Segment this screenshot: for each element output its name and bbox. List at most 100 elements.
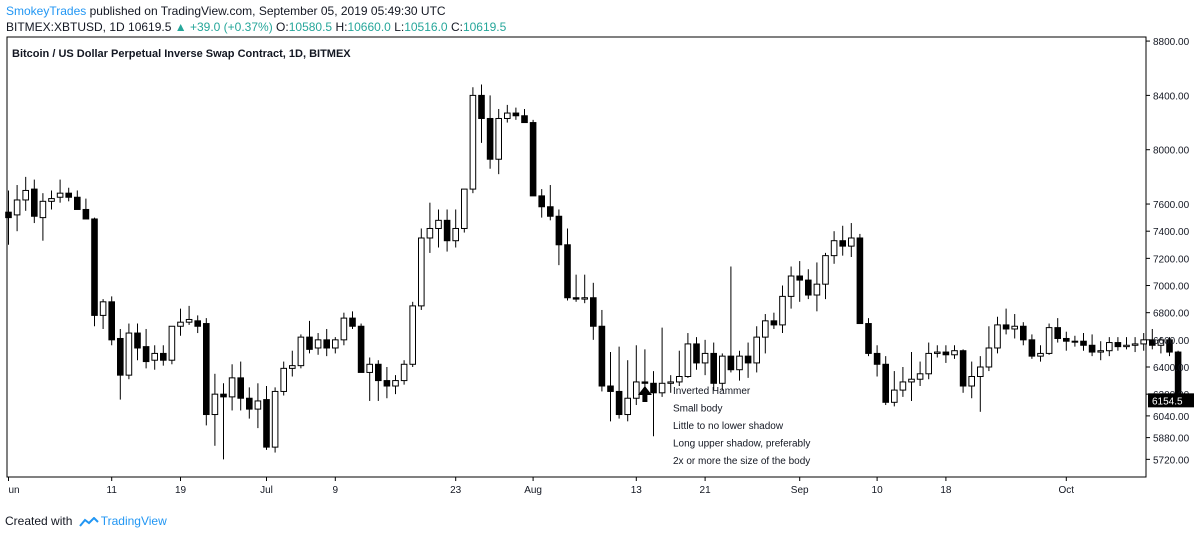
plot-border <box>6 36 1147 478</box>
candle-body <box>1011 325 1019 330</box>
candle-body <box>641 381 649 384</box>
candle-body <box>710 352 718 384</box>
time-tick-label: un <box>9 485 20 496</box>
candle-body <box>56 192 64 198</box>
candle-body <box>1114 342 1122 348</box>
candle-body <box>39 200 47 219</box>
candle-body <box>796 275 804 281</box>
time-tick-label: 10 <box>872 485 884 496</box>
price-tick-label: 7200.00 <box>1153 254 1190 265</box>
candle-body <box>977 366 984 378</box>
candle-body <box>607 385 614 392</box>
candle-body <box>590 297 597 327</box>
candle-body <box>873 352 881 365</box>
candle-body <box>22 189 29 201</box>
candle-body <box>409 305 416 365</box>
annotation-line: Inverted Hammer <box>673 386 751 397</box>
candle-body <box>684 343 692 378</box>
candle-body <box>74 196 81 210</box>
candle-body <box>289 365 296 369</box>
candle-body <box>968 376 976 387</box>
open-label: O: <box>276 20 289 34</box>
candle-body <box>624 397 632 416</box>
candle-body <box>254 400 262 410</box>
created-with-text: Created with <box>5 514 73 528</box>
candle-body <box>1157 339 1165 346</box>
price-tick-label: 8800.00 <box>1153 37 1190 48</box>
candle-body <box>332 339 339 349</box>
open-value: 10580.5 <box>288 20 333 34</box>
symbol-label: BITMEX:XBTUSD, 1D <box>6 20 125 34</box>
price-tick-label: 6040.00 <box>1153 412 1190 423</box>
candle-body <box>65 192 73 198</box>
price-tick-label: 7600.00 <box>1153 200 1190 211</box>
candle-body <box>125 332 133 376</box>
annotation-group: Inverted Hammer Small body Little to no lo… <box>637 386 810 467</box>
candle-body <box>529 122 537 197</box>
candle-body <box>185 318 193 323</box>
candle-body <box>99 301 107 316</box>
candle-body <box>658 382 666 394</box>
candle-body <box>538 195 546 208</box>
candle-body <box>770 320 778 326</box>
candle-body <box>443 219 451 242</box>
candle-body <box>426 227 434 239</box>
candle-body <box>951 350 958 356</box>
candle-body <box>822 255 829 285</box>
candle-body <box>82 208 90 220</box>
candle-body <box>581 297 589 300</box>
author-link[interactable]: SmokeyTrades <box>6 4 87 18</box>
candle-body <box>598 325 606 387</box>
time-tick-label: 18 <box>940 485 952 496</box>
last-price-box <box>1148 393 1194 408</box>
candle-body <box>701 352 709 364</box>
tradingview-logo-icon <box>78 516 99 527</box>
candle-body <box>340 317 348 341</box>
candle-body <box>959 350 967 387</box>
candle-body <box>848 237 855 247</box>
candle-body <box>203 323 210 416</box>
candle-body <box>117 337 124 376</box>
candle-body <box>736 355 743 371</box>
candle-body <box>1123 344 1130 348</box>
candle-body <box>787 275 795 297</box>
price-axis[interactable]: 5720.005880.006040.006200.006400.006600.… <box>1146 37 1194 466</box>
candle-body <box>1149 339 1156 346</box>
last-price: 10619.5 <box>128 20 172 34</box>
candle-body <box>504 112 511 119</box>
candle-body <box>719 355 726 384</box>
tradingview-brand[interactable]: TradingView <box>100 514 167 528</box>
candle-body <box>744 355 752 364</box>
time-tick-label: 13 <box>631 485 643 496</box>
time-tick-label: Sep <box>791 485 809 496</box>
candle-body <box>934 351 941 354</box>
candle-body <box>1088 344 1096 353</box>
candle-body <box>469 94 477 190</box>
candle-body <box>375 363 382 382</box>
candle-body <box>985 347 993 368</box>
close-label: C: <box>450 20 463 34</box>
candle-body <box>168 325 176 361</box>
candle-body <box>400 363 408 382</box>
candle-body <box>383 380 391 387</box>
annotation-line: Small body <box>673 404 722 415</box>
footer: Created with TradingView <box>5 513 167 529</box>
time-tick-label: 19 <box>175 485 187 496</box>
candle-body <box>1020 325 1027 341</box>
candle-body <box>762 320 769 338</box>
candle-body <box>521 115 528 124</box>
candle-body <box>91 218 98 316</box>
candle-body <box>246 397 253 410</box>
time-axis[interactable]: un 11 19 Jul 9 23 Aug 13 21 Sep 10 18 Oct <box>8 477 1075 496</box>
time-tick-label: 21 <box>700 485 712 496</box>
candle-body <box>547 206 554 217</box>
candle-body <box>1106 342 1113 352</box>
up-arrow-icon <box>637 386 652 402</box>
candle-body <box>13 199 21 216</box>
candle-body <box>916 373 924 380</box>
candle-body <box>1071 340 1079 343</box>
candle-body <box>478 94 485 119</box>
price-tick-label: 8400.00 <box>1153 91 1190 102</box>
candle-body <box>452 227 459 242</box>
